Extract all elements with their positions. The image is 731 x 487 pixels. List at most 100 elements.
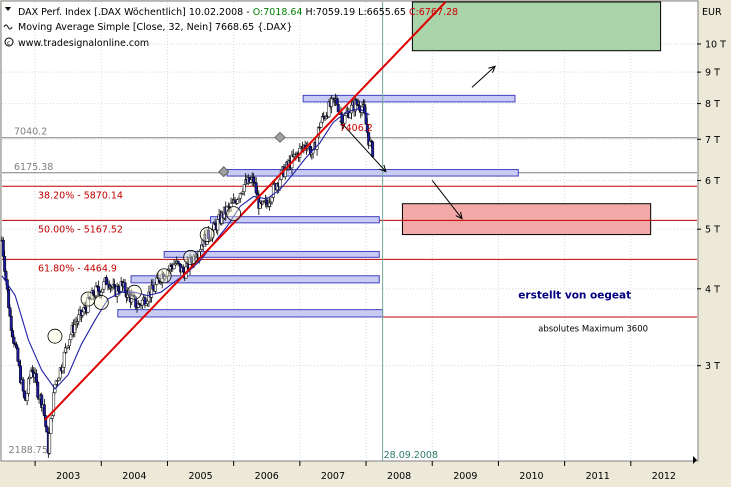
projection-arrow-head: [455, 211, 463, 220]
candle-body: [216, 219, 220, 231]
candle-body: [176, 260, 180, 264]
x-tick-label: 2004: [122, 471, 146, 482]
candle-body: [99, 291, 103, 296]
chevron-down-icon[interactable]: [5, 7, 11, 11]
candle-body: [252, 176, 255, 183]
candle-body: [181, 267, 185, 273]
axes-layer: 3 T 4 T 5 T 6 T 7 T 8 T 9 T 10 T 2003 2004 2005 200…: [34, 39, 726, 482]
pivot-circle: [93, 295, 109, 310]
candle-body: [68, 339, 71, 347]
annotation-blue-bold: erstellt von oegeat: [518, 290, 631, 302]
x-tick-label: 2007: [321, 471, 345, 482]
overlay-layer: 7406.2 2188.75 erstellt von oegeat absolute…: [9, 1, 648, 456]
candle-body: [23, 390, 26, 399]
candle-body: [9, 315, 13, 331]
candle-body: [267, 202, 271, 207]
pivot-circle: [126, 284, 142, 300]
header-instrument: DAX Perf. Index [.DAX Wöchentlich] 10.02…: [18, 7, 253, 18]
header-line1: DAX Perf. Index [.DAX Wöchentlich] 10.02…: [18, 7, 458, 18]
annotation-small: absolutes Maximum 3600: [538, 324, 648, 334]
copyright-icon: c: [4, 37, 14, 47]
header-line2: Moving Average Simple [Close, 32, Nein] …: [18, 22, 293, 33]
candle-body: [73, 324, 77, 334]
header-close: C:6767.28: [406, 7, 458, 18]
candle-body: [105, 277, 109, 285]
candle-body: [50, 415, 54, 419]
x-tick-label: 2006: [255, 471, 279, 482]
y-tick-label: 3 T: [705, 361, 720, 372]
header-low: L:6655.65: [355, 7, 406, 18]
y-tick-label: 8 T: [705, 99, 720, 110]
candle-body: [117, 286, 120, 292]
candle-body: [4, 271, 8, 280]
header-line3: www.tradesignalonline.com: [18, 38, 149, 49]
fib-level-label: 61.80% - 4464.9: [38, 263, 117, 274]
candle-body: [25, 393, 29, 402]
candle-body: [48, 433, 52, 454]
candle-body: [69, 334, 73, 340]
candle-body: [319, 122, 323, 128]
pivot-circle: [80, 291, 96, 307]
candle-body: [11, 330, 15, 338]
candle-body: [57, 377, 61, 381]
pivot-circle: [156, 268, 172, 284]
x-tick-label: 2010: [519, 471, 543, 482]
header-high: H:7059.19: [302, 7, 355, 18]
y-tick-label: 10 T: [705, 39, 726, 50]
candle-body: [271, 183, 275, 198]
target-box-up: [411, 1, 662, 52]
candle-body: [8, 307, 12, 317]
annotation-gray: 2188.75: [9, 445, 48, 456]
candle-body: [34, 373, 38, 383]
x-tick-label: 2003: [56, 471, 80, 482]
candle-body: [36, 381, 40, 398]
candle-body: [123, 282, 127, 293]
x-tick-label: 2011: [586, 471, 610, 482]
candle-body: [42, 404, 46, 416]
candle-body: [169, 264, 173, 268]
candle-body: [343, 115, 347, 124]
candle-body: [242, 184, 246, 192]
projection-arrow-head: [488, 65, 496, 73]
candle-body: [102, 281, 106, 290]
candle-body: [330, 98, 334, 107]
level-layer: 7040.2 6175.38 38.20% - 5870.14 50.00% - 51…: [2, 2, 697, 461]
candle-body: [254, 182, 258, 194]
header-open: O:7018.64: [253, 7, 303, 18]
candle-body: [27, 378, 30, 394]
candle-body: [199, 249, 203, 252]
candle-body: [371, 141, 375, 158]
candle-body: [62, 352, 66, 368]
support-channel: [163, 250, 380, 258]
candle-body: [21, 379, 25, 392]
candle-body: [83, 307, 87, 310]
currency-label: EUR: [702, 7, 722, 18]
y-tick-label: 4 T: [705, 284, 720, 295]
candle-body: [197, 251, 201, 258]
projection-arrow: [471, 65, 496, 88]
candle-body: [12, 336, 16, 344]
annotation-price-red: 7406.2: [340, 123, 373, 134]
support-channel: [226, 169, 519, 177]
pivot-circle: [47, 328, 63, 344]
pivot-circle: [199, 227, 215, 242]
svg-text:c: c: [7, 40, 10, 47]
fib-level-label: 50.00% - 5167.52: [38, 224, 123, 235]
support-channel: [210, 216, 380, 224]
wave-icon: [3, 24, 13, 30]
candle-body: [81, 311, 85, 316]
target-box-down: [401, 203, 652, 236]
candle-body: [45, 426, 49, 433]
candle-body: [97, 286, 101, 292]
candle-body: [344, 113, 348, 116]
chevron-right-icon[interactable]: [693, 456, 697, 464]
box-layer: [401, 1, 662, 236]
candle-body: [16, 347, 20, 362]
support-channel: [302, 94, 516, 103]
candle-body: [3, 256, 7, 272]
horizontal-level-label: 7040.2: [14, 127, 47, 138]
candle-body: [94, 285, 98, 297]
x-tick-label: 2009: [453, 471, 477, 482]
pivot-circle: [226, 206, 242, 222]
